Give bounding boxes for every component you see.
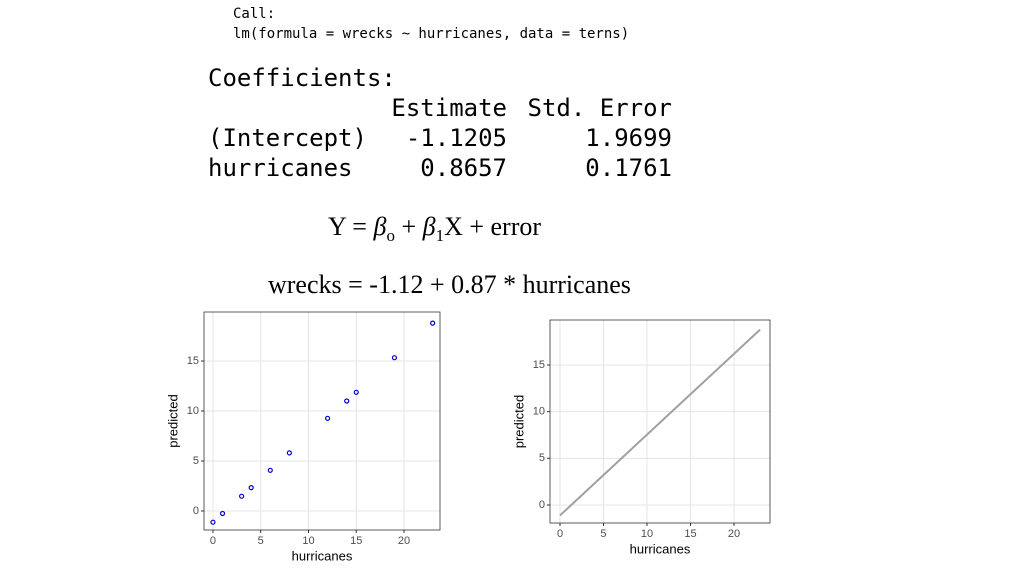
x-axis-title: hurricanes [292,548,353,563]
y-tick-label: 10 [533,406,545,418]
point [248,485,254,491]
call-formula: lm(formula = wrecks ~ hurricanes, data =… [233,26,630,42]
call-label: Call: [233,6,276,22]
y-axis-title: predicted [511,395,526,448]
eq-part: X + error [444,212,542,241]
x-tick-label: 15 [684,528,696,540]
point [286,450,292,456]
coef-row-label: hurricanes [208,154,353,182]
point [344,398,350,404]
point [353,389,359,395]
coef-header: Estimate [391,94,507,122]
x-tick-label: 0 [210,535,216,547]
y-tick-label: 0 [193,505,199,517]
panel [204,312,440,530]
x-tick-label: 15 [350,535,362,547]
x-tick-label: 5 [258,535,264,547]
point [267,467,273,473]
x-axis-title: hurricanes [630,541,691,556]
coef-cell: -1.1205 [405,124,507,152]
point [239,493,245,499]
panel-border [203,311,441,531]
coef-cell: 1.9699 [585,124,672,152]
y-tick-label: 0 [539,499,545,511]
x-tick-label: 20 [398,535,410,547]
coef-header: Std. Error [527,94,673,122]
panel-border [549,319,771,524]
point [430,320,436,326]
y-tick-label: 5 [193,455,199,467]
eq-part: + [394,212,423,241]
eq-part: 1 [435,226,445,246]
point [391,355,398,361]
x-tick-label: 10 [302,535,314,547]
eq-part: β [422,212,436,241]
coef-title: Coefficients: [208,64,396,92]
y-tick-label: 10 [187,405,199,417]
general-equation: Y = βo + β1X + error [328,212,541,246]
coef-cell: 0.8657 [420,154,507,182]
coef-cell: 0.1761 [585,154,672,182]
fitted-equation: wrecks = -1.12 + 0.87 * hurricanes [268,270,631,299]
y-axis-title: predicted [165,394,180,447]
x-tick-label: 20 [728,528,740,540]
point [210,519,216,525]
y-tick-label: 15 [533,359,545,371]
x-tick-label: 5 [600,528,606,540]
eq-part: Y = [328,212,374,241]
fit-line [559,328,761,517]
y-tick-label: 5 [539,452,545,464]
y-tick-label: 15 [187,355,199,367]
x-tick-label: 10 [641,528,653,540]
point [219,510,226,517]
eq-part: o [386,226,395,246]
coef-row-label: (Intercept) [208,124,367,152]
x-tick-label: 0 [557,528,563,540]
point [324,415,331,421]
eq-part: β [373,212,387,241]
